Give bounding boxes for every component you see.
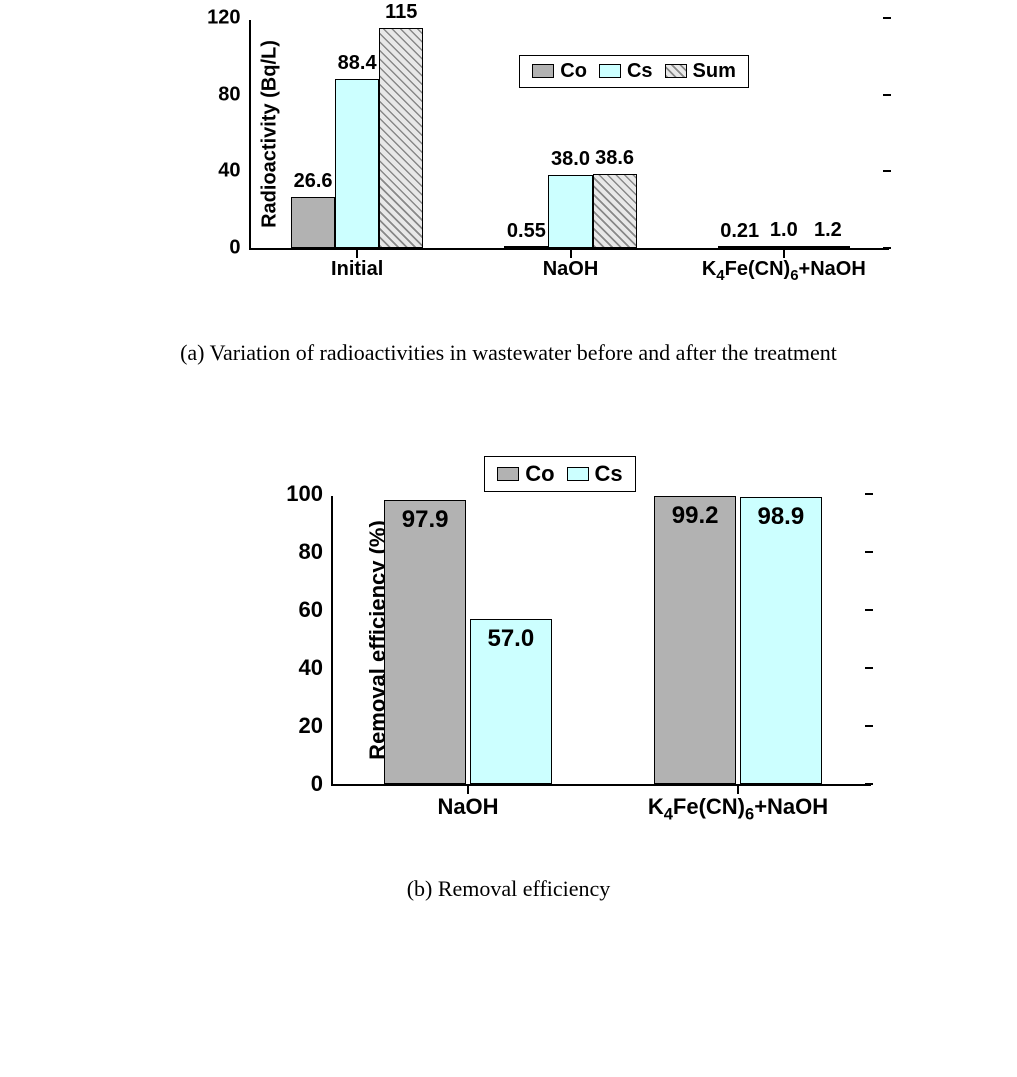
legend-swatch xyxy=(665,64,687,78)
bar-value-label: 1.2 xyxy=(791,219,865,242)
bar xyxy=(291,197,335,248)
y-tick-mark xyxy=(865,551,873,553)
legend-swatch xyxy=(497,467,519,481)
bar-value-label: 98.9 xyxy=(725,503,837,531)
bar xyxy=(384,500,466,784)
x-tick-mark xyxy=(570,250,572,258)
y-tick-label: 60 xyxy=(299,597,333,623)
legend-label: Co xyxy=(525,461,554,487)
legend-item: Cs xyxy=(599,60,653,83)
legend-label: Cs xyxy=(595,461,623,487)
bar-value-label: 57.0 xyxy=(455,625,567,653)
y-tick-label: 0 xyxy=(311,771,333,797)
legend-swatch xyxy=(532,64,554,78)
x-tick-mark xyxy=(356,250,358,258)
y-tick-label: 20 xyxy=(299,713,333,739)
y-tick-label: 100 xyxy=(286,481,333,507)
y-tick-label: 40 xyxy=(218,160,250,183)
y-tick-label: 40 xyxy=(299,655,333,681)
y-tick-mark xyxy=(883,17,891,19)
bar xyxy=(379,28,423,248)
bar xyxy=(548,175,592,248)
caption-a: (a) Variation of radioactivities in wast… xyxy=(20,340,997,366)
legend-item: Cs xyxy=(567,461,623,487)
y-tick-label: 120 xyxy=(207,7,250,30)
x-tick-mark xyxy=(737,786,739,794)
y-tick-label: 80 xyxy=(299,539,333,565)
y-tick-mark xyxy=(883,94,891,96)
x-tick-mark xyxy=(467,786,469,794)
bar-value-label: 115 xyxy=(364,1,438,24)
y-tick-mark xyxy=(865,609,873,611)
y-tick-label: 80 xyxy=(218,83,250,106)
legend-label: Sum xyxy=(693,60,736,83)
chart-b-container: Removal efficiency (%)02040608010097.957… xyxy=(86,426,931,846)
chart-a-container: Radioactivity (Bq/L)0408012026.688.4115I… xyxy=(69,20,949,310)
legend: Co Cs Sum xyxy=(519,55,749,88)
y-axis-title: Radioactivity (Bq/L) xyxy=(258,40,281,228)
legend-item: Co xyxy=(532,60,587,83)
caption-b: (b) Removal efficiency xyxy=(20,876,997,902)
bar xyxy=(740,497,822,784)
legend: Co Cs xyxy=(484,456,635,492)
x-tick-mark xyxy=(783,250,785,258)
bar xyxy=(335,79,379,248)
legend-item: Sum xyxy=(665,60,736,83)
legend-item: Co xyxy=(497,461,554,487)
plot-area: Radioactivity (Bq/L)0408012026.688.4115I… xyxy=(249,20,889,250)
y-tick-label: 0 xyxy=(229,237,250,260)
bar xyxy=(654,496,736,784)
legend-swatch xyxy=(599,64,621,78)
y-tick-mark xyxy=(883,170,891,172)
legend-label: Cs xyxy=(627,60,653,83)
bar-value-label: 97.9 xyxy=(369,506,481,534)
y-tick-mark xyxy=(865,667,873,669)
y-tick-mark xyxy=(865,725,873,727)
y-tick-mark xyxy=(865,493,873,495)
bar-value-label: 38.6 xyxy=(578,147,652,170)
bar xyxy=(593,174,637,248)
plot-area: Removal efficiency (%)02040608010097.957… xyxy=(331,496,871,786)
legend-label: Co xyxy=(560,60,587,83)
legend-swatch xyxy=(567,467,589,481)
